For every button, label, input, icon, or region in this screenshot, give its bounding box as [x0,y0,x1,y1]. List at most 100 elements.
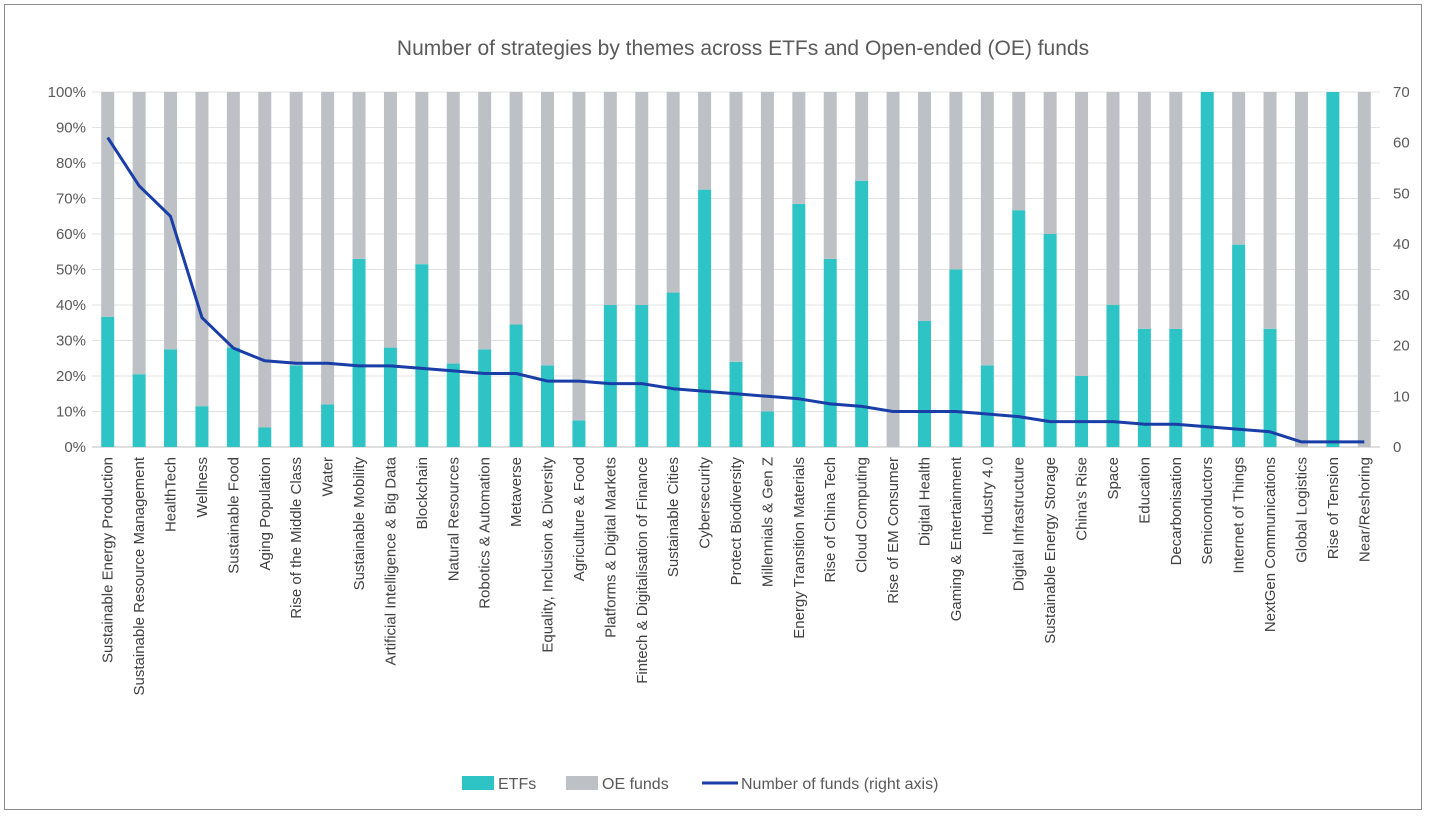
left-tick-label: 70% [56,191,86,208]
chart-frame [4,4,1422,810]
bar-oe [195,92,209,407]
chart-title: Number of strategies by themes across ET… [397,37,1089,60]
right-tick-label: 50 [1393,185,1410,202]
category-label: Semiconductors [1199,457,1216,565]
category-label: Natural Resources [445,457,462,581]
left-axis: 0% 10% 20% 30% 40% 50% 60% 70% 80% 90% 100% [48,84,86,456]
category-label: Artificial Intelligence & Big Data [382,456,399,665]
category-label: Near/Reshoring [1356,457,1373,562]
bar-etf [1106,305,1120,447]
bar-etf [917,320,931,447]
category-label: Platforms & Digital Markets [602,457,619,638]
bar-oe [698,92,712,190]
category-label: Fintech & Digitalisation of Finance [634,457,651,684]
bar-etf [164,349,178,447]
bar-etf [823,258,837,447]
bar-oe [1075,92,1089,376]
bar-oe [383,92,397,348]
bar-oe [635,92,649,305]
category-labels: Sustainable Energy Production Sustainable… [100,456,1374,695]
bar-oe [1106,92,1120,305]
category-label: Protect Biodiversity [728,457,745,586]
category-label: Digital Health [916,457,933,546]
category-label: Gaming & Entertainment [948,456,965,621]
category-label: Sustainable Mobility [351,457,368,591]
bar-etf [1169,328,1183,447]
line-number-of-funds [106,136,1365,444]
left-tick-label: 100% [48,84,86,101]
category-label: Rise of EM Consumer [885,457,902,604]
bar-etf [226,347,240,447]
right-tick-label: 20 [1393,338,1410,355]
bar-oe [980,92,994,366]
category-label: Sustainable Energy Production [100,457,117,663]
category-label: Aging Population [257,457,274,570]
bar-etf [855,180,869,447]
category-label: Space [1105,457,1122,500]
bar-oe [132,92,146,375]
right-tick-label: 40 [1393,236,1410,253]
category-label: Education [1136,457,1153,524]
category-label: Sustainable Food [225,457,242,574]
bar-etf [1043,234,1057,447]
left-tick-label: 10% [56,404,86,421]
bar-oe [823,92,837,259]
right-axis: 0 10 20 30 40 50 60 70 [1393,84,1410,456]
bar-oe [729,92,743,362]
bar-oe [509,92,523,325]
bar-oe [541,92,555,366]
category-label: HealthTech [163,457,180,532]
bar-oe [792,92,806,204]
bar-etf [541,365,555,447]
bar-oe [1357,92,1371,447]
legend-swatch-oe [566,776,598,790]
bar-etf [980,365,994,447]
bar-oe [226,92,240,348]
left-tick-label: 90% [56,120,86,137]
bar-oe [415,92,429,265]
bars [101,92,1371,447]
bar-etf [635,305,649,447]
bar-oe [1294,92,1308,447]
category-label: Rise of Tension [1325,457,1342,559]
bar-oe [258,92,272,428]
bar-etf [1326,92,1340,447]
bar-etf [760,411,774,447]
bar-oe [949,92,963,270]
left-tick-label: 20% [56,368,86,385]
bar-etf [666,292,680,447]
category-label: Energy Transition Materials [791,457,808,639]
bar-etf [1232,244,1246,447]
category-label: Rise of the Middle Class [288,457,305,619]
bar-etf [383,347,397,447]
bar-etf [1012,210,1026,447]
bar-etf [321,404,335,447]
left-tick-label: 60% [56,226,86,243]
category-label: Cloud Computing [854,457,871,573]
bar-etf [1200,92,1214,447]
bar-etf [258,427,272,447]
category-label: Sustainable Resource Management [131,456,148,695]
right-tick-label: 60 [1393,135,1410,152]
category-label: Equality, Inclusion & Diversity [540,457,557,653]
bar-etf [729,361,743,447]
left-tick-label: 40% [56,297,86,314]
category-label: Robotics & Automation [477,457,494,609]
bar-etf [1137,328,1151,447]
bar-etf [1075,376,1089,447]
bar-etf [478,349,492,447]
category-label: Internet of Things [1231,457,1248,573]
category-label: Rise of China Tech [822,457,839,583]
category-label: Agriculture & Food [571,457,588,581]
right-tick-label: 30 [1393,287,1410,304]
bar-oe [572,92,586,421]
bar-oe [1043,92,1057,234]
bar-oe [446,92,460,364]
category-label: Digital Infrastructure [1011,457,1028,591]
bar-oe [855,92,869,181]
left-tick-label: 0% [64,439,86,456]
legend-label-line: Number of funds (right axis) [741,776,938,793]
bar-etf [195,406,209,447]
bar-etf [792,203,806,447]
